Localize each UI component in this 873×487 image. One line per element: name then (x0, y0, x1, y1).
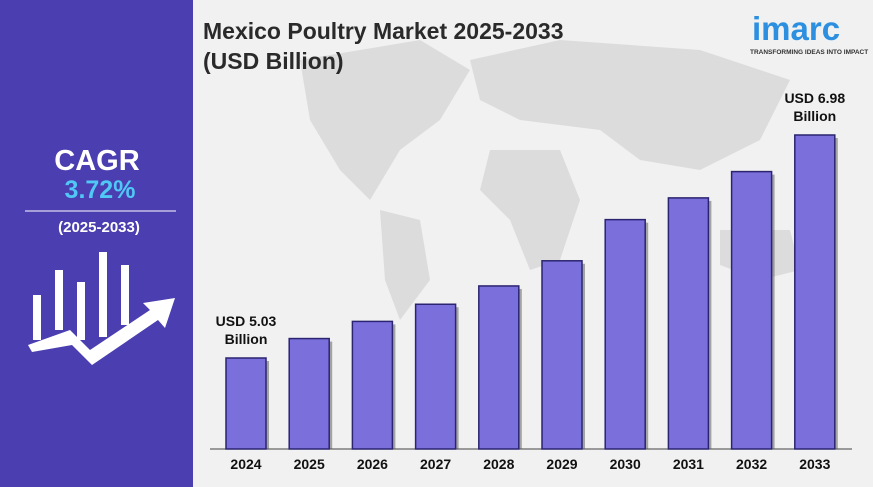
value-label: USD 6.98 Billion (784, 90, 846, 124)
chart-title: Mexico Poultry Market 2025-2033 (USD Bil… (203, 18, 564, 74)
growth-icon (28, 252, 175, 365)
x-tick-label: 2026 (357, 456, 388, 472)
bar (225, 357, 267, 450)
cagr-label: CAGR (54, 145, 139, 177)
x-tick-label: 2024 (230, 456, 261, 472)
value-label: USD 5.03 Billion (215, 313, 277, 347)
bar (351, 320, 394, 450)
bar (478, 285, 520, 450)
x-tick-label: 2028 (483, 456, 514, 472)
bar (667, 197, 710, 450)
bar (414, 303, 457, 450)
bar (730, 170, 773, 450)
x-tick-label: 2030 (610, 456, 641, 472)
x-tick-label: 2031 (673, 456, 704, 472)
side-panel (0, 0, 193, 487)
bar (288, 337, 330, 450)
logo: imarc (752, 10, 840, 47)
cagr-period: (2025-2033) (58, 219, 140, 236)
x-tick-label: 2027 (420, 456, 451, 472)
x-tick-label: 2029 (546, 456, 577, 472)
bar (604, 218, 646, 450)
logo-tagline: TRANSFORMING IDEAS INTO IMPACT (750, 49, 868, 56)
x-tick-label: 2032 (736, 456, 767, 472)
cagr-value: 3.72% (65, 176, 136, 204)
x-tick-label: 2033 (799, 456, 830, 472)
x-tick-label: 2025 (294, 456, 325, 472)
world-map (300, 40, 800, 320)
bar (541, 260, 583, 450)
bar (794, 134, 836, 450)
